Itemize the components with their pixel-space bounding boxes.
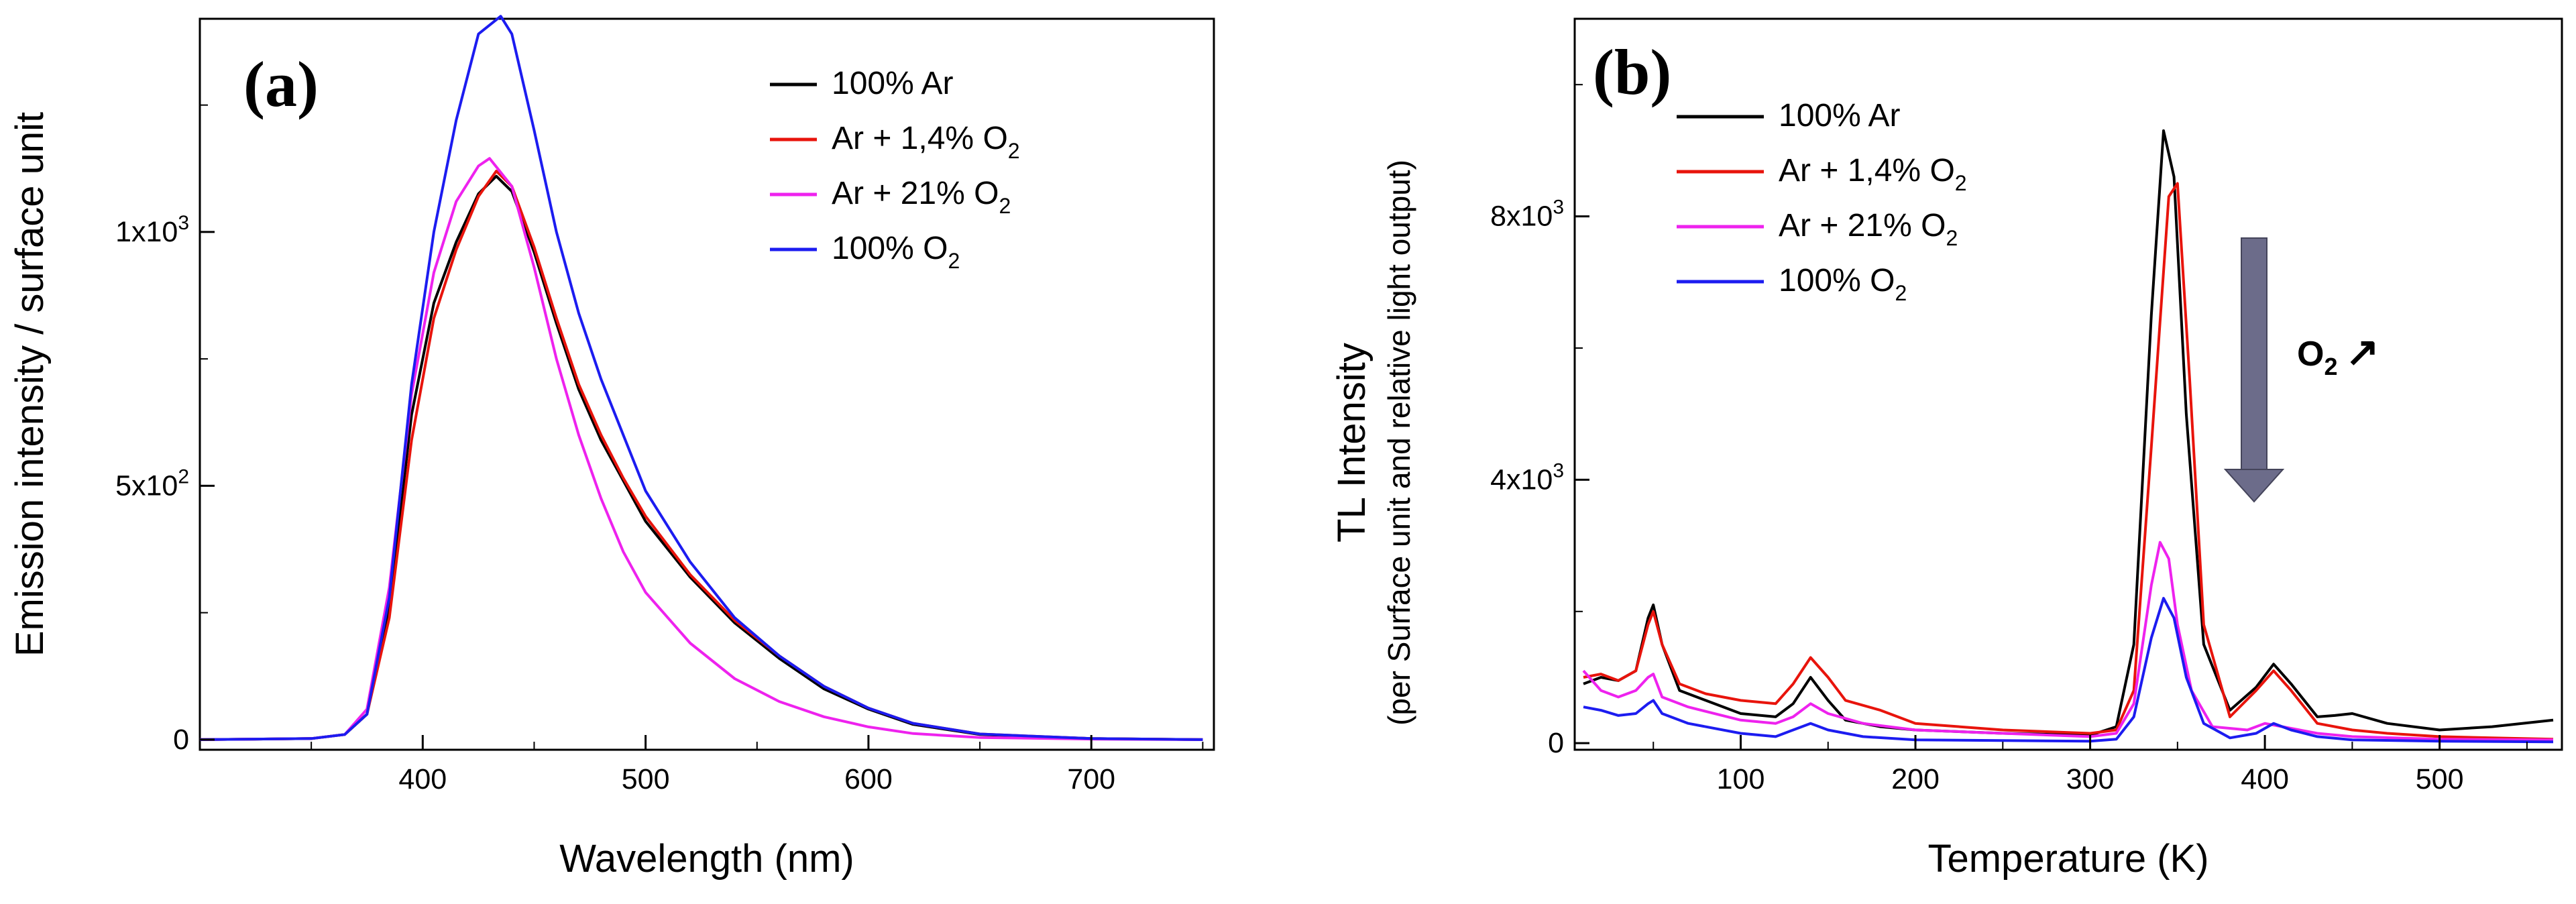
- series-line-a-3: [199, 15, 1203, 741]
- x-tick-label-a-0: 400: [398, 763, 447, 795]
- o2-arrow-annotation: O2 ↗: [2223, 237, 2379, 503]
- plot-frame-b: [1573, 17, 2563, 751]
- y-axis-title-a: Emission intensity / surface unit: [8, 112, 52, 657]
- y-ticks-b: 0 4x103 8x103: [1490, 84, 1589, 759]
- x-axis-title-b: Temperature (K): [1927, 837, 2208, 881]
- legend-label-a-3: 100% O2: [832, 231, 960, 273]
- legend-label-b-3: 100% O2: [1779, 263, 1907, 305]
- panel-label-a: (a): [243, 48, 319, 120]
- legend-label-b-1: Ar + 1,4% O2: [1779, 153, 1967, 195]
- y-ticks-a: 0 5x102 1x103: [115, 104, 215, 756]
- y-tick-label-a-0: 0: [173, 724, 189, 756]
- panel-label-b: (b): [1593, 36, 1671, 108]
- x-ticks-b: 100 200 300 400 500: [1653, 735, 2528, 795]
- series-line-b-0: [1583, 129, 2554, 737]
- legend-label-b-2: Ar + 21% O2: [1779, 208, 1958, 250]
- plot-frame-a: [199, 17, 1215, 751]
- series-line-b-2: [1582, 541, 2554, 742]
- x-tick-label-b-3: 400: [2241, 763, 2289, 795]
- y-tick-label-a-1: 5x102: [115, 465, 189, 502]
- x-ticks-a: 400 500 600 700: [311, 735, 1204, 795]
- y-tick-label-b-0: 0: [1548, 727, 1564, 759]
- legend-label-a-0: 100% Ar: [832, 66, 953, 101]
- legend-a: 100% Ar Ar + 1,4% O2 Ar + 21% O2 100% O2: [770, 66, 1020, 273]
- x-tick-label-a-3: 700: [1067, 763, 1115, 795]
- arrow-head: [2223, 469, 2285, 503]
- series-line-a-1: [199, 170, 1203, 741]
- legend-label-a-1: Ar + 1,4% O2: [832, 121, 1020, 163]
- series-line-b-1: [1583, 182, 2554, 741]
- x-tick-label-a-2: 600: [844, 763, 893, 795]
- series-line-b-3: [1583, 597, 2554, 744]
- y-tick-label-b-2: 8x103: [1490, 196, 1564, 233]
- y-axis-subtitle-b: (per Surface unit and relative light out…: [1382, 160, 1416, 726]
- x-tick-label-b-4: 500: [2416, 763, 2464, 795]
- legend-label-a-2: Ar + 21% O2: [832, 176, 1011, 218]
- series-group-b: [1582, 129, 2554, 744]
- series-line-a-0: [199, 174, 1203, 741]
- x-axis-title-a: Wavelength (nm): [559, 837, 854, 881]
- arrow-shaft: [2241, 237, 2267, 470]
- legend-b: 100% Ar Ar + 1,4% O2 Ar + 21% O2 100% O2: [1677, 98, 1967, 305]
- series-line-a-2: [199, 157, 1203, 741]
- y-tick-label-b-1: 4x103: [1490, 459, 1564, 496]
- o2-increase-label: O2 ↗: [2297, 329, 2379, 380]
- x-tick-label-a-1: 500: [622, 763, 670, 795]
- chart-panel-b: 100 200 300 400 500 0 4x103 8x103 (b) Temperat…: [1330, 17, 2563, 881]
- series-group-a: [199, 15, 1203, 741]
- legend-label-b-0: 100% Ar: [1779, 98, 1900, 133]
- x-tick-label-b-1: 200: [1891, 763, 1940, 795]
- x-tick-label-b-0: 100: [1717, 763, 1765, 795]
- x-tick-label-b-2: 300: [2066, 763, 2115, 795]
- y-tick-label-a-2: 1x103: [115, 212, 189, 248]
- chart-panel-a: 400 500 600 700 0 5x102 1x103 (a) Wavelength …: [8, 15, 1215, 881]
- y-axis-title-b: TL Intensity: [1330, 343, 1374, 543]
